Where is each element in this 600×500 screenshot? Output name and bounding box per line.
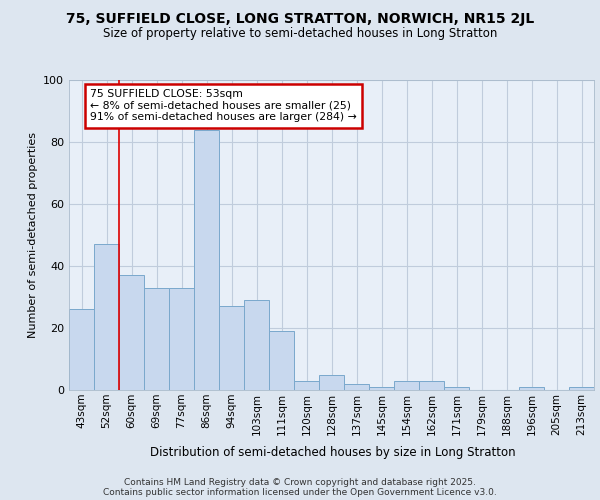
Bar xyxy=(69,310,94,390)
Bar xyxy=(394,380,419,390)
Bar xyxy=(194,130,219,390)
Bar xyxy=(419,380,444,390)
Bar xyxy=(319,374,344,390)
Text: Contains HM Land Registry data © Crown copyright and database right 2025.
Contai: Contains HM Land Registry data © Crown c… xyxy=(103,478,497,497)
Bar xyxy=(244,300,269,390)
Text: 75 SUFFIELD CLOSE: 53sqm
← 8% of semi-detached houses are smaller (25)
91% of se: 75 SUFFIELD CLOSE: 53sqm ← 8% of semi-de… xyxy=(90,90,357,122)
Bar xyxy=(169,288,194,390)
Text: Size of property relative to semi-detached houses in Long Stratton: Size of property relative to semi-detach… xyxy=(103,28,497,40)
Text: Distribution of semi-detached houses by size in Long Stratton: Distribution of semi-detached houses by … xyxy=(150,446,516,459)
Bar xyxy=(294,380,319,390)
Bar xyxy=(344,384,369,390)
Bar xyxy=(369,387,394,390)
Bar xyxy=(219,306,244,390)
Text: 75, SUFFIELD CLOSE, LONG STRATTON, NORWICH, NR15 2JL: 75, SUFFIELD CLOSE, LONG STRATTON, NORWI… xyxy=(66,12,534,26)
Bar xyxy=(444,387,469,390)
Y-axis label: Number of semi-detached properties: Number of semi-detached properties xyxy=(28,132,38,338)
Bar xyxy=(119,276,144,390)
Bar xyxy=(569,387,594,390)
Bar xyxy=(94,244,119,390)
Bar xyxy=(269,331,294,390)
Bar xyxy=(144,288,169,390)
Bar xyxy=(519,387,544,390)
